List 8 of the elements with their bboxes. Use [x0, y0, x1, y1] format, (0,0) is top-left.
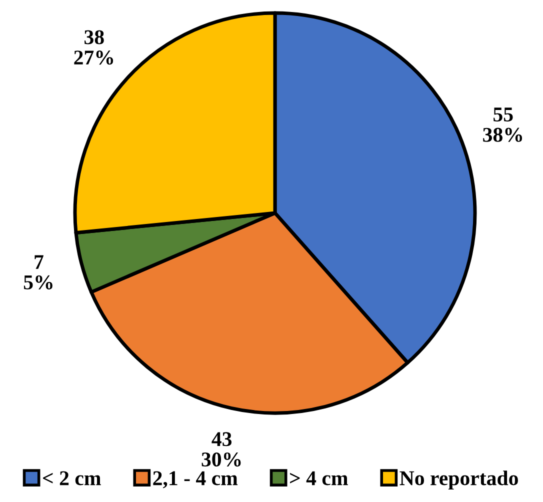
legend-label: > 4 cm	[290, 471, 348, 486]
data-label: 55 38%	[483, 108, 522, 142]
legend-label: < 2 cm	[43, 471, 101, 486]
data-label: 38 27%	[74, 30, 114, 65]
data-label: 43 30%	[202, 432, 241, 467]
data-label: 7 5%	[24, 255, 52, 290]
legend-label: 2,1 - 4 cm	[153, 471, 238, 488]
legend-label: No reportado	[400, 470, 518, 490]
